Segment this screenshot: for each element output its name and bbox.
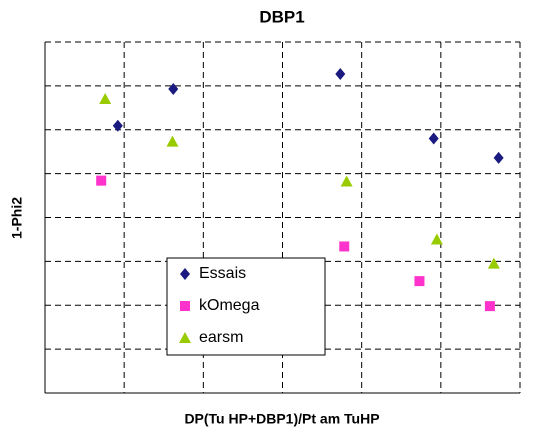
point bbox=[487, 257, 500, 269]
point bbox=[428, 132, 439, 145]
x-axis-label: DP(Tu HP+DBP1)/Pt am TuHP bbox=[184, 411, 379, 427]
legend-label: earsm bbox=[199, 329, 243, 346]
point bbox=[493, 151, 504, 164]
legend-label: Essais bbox=[199, 265, 246, 282]
point bbox=[484, 301, 495, 312]
legend-marker bbox=[180, 268, 190, 280]
point bbox=[99, 93, 112, 105]
legend-box bbox=[166, 257, 326, 356]
point bbox=[168, 82, 179, 95]
y-axis-label: 1-Phi2 bbox=[9, 197, 25, 239]
point bbox=[339, 241, 350, 252]
point bbox=[335, 68, 346, 81]
point bbox=[430, 233, 443, 245]
legend-label: kOmega bbox=[199, 297, 260, 314]
chart-title: DBP1 bbox=[259, 7, 304, 26]
point bbox=[340, 175, 353, 187]
point bbox=[96, 175, 107, 186]
point bbox=[166, 135, 179, 147]
legend-marker bbox=[180, 301, 190, 311]
point bbox=[414, 276, 425, 287]
legend-marker bbox=[179, 332, 191, 343]
point bbox=[112, 119, 123, 132]
